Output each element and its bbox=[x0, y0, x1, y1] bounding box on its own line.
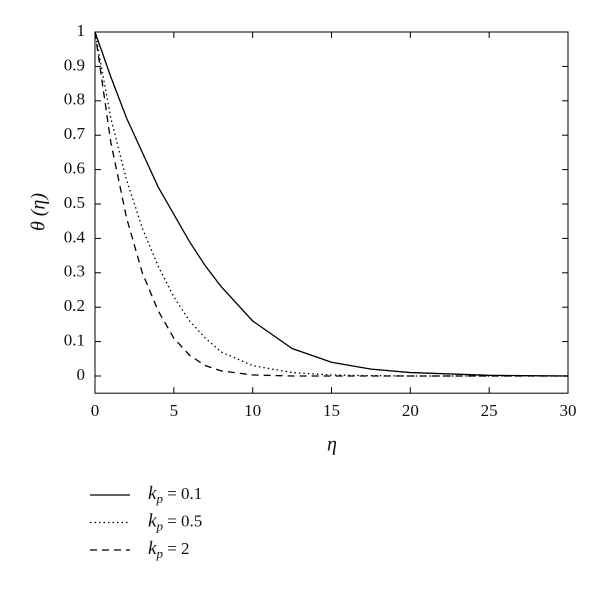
series-line bbox=[94, 31, 568, 377]
x-tick-label: 20 bbox=[402, 401, 419, 420]
legend-label: kp = 0.1 bbox=[148, 483, 202, 506]
plot-frame bbox=[94, 31, 569, 394]
legend-label: kp = 2 bbox=[148, 538, 190, 561]
x-tick-label: 0 bbox=[91, 401, 100, 420]
series-line bbox=[94, 31, 569, 377]
x-tick-label: 10 bbox=[244, 401, 261, 420]
y-tick-label: 0.5 bbox=[64, 193, 85, 212]
x-tick-label: 5 bbox=[170, 401, 179, 420]
y-tick-label: 0.4 bbox=[64, 227, 86, 246]
y-tick-label: 0.2 bbox=[64, 296, 85, 315]
y-tick-label: 0.6 bbox=[64, 159, 85, 178]
y-axis-label: θ (η) bbox=[28, 193, 50, 231]
x-axis-label: η bbox=[327, 434, 337, 456]
x-tick-label: 30 bbox=[560, 401, 577, 420]
x-tick-label: 25 bbox=[481, 401, 498, 420]
y-tick-label: 0.9 bbox=[64, 55, 85, 74]
y-tick-label: 1 bbox=[77, 21, 86, 40]
y-tick-label: 0.7 bbox=[64, 124, 86, 143]
y-tick-label: 0.8 bbox=[64, 90, 85, 109]
series-line bbox=[94, 31, 568, 377]
y-tick-label: 0.3 bbox=[64, 262, 85, 281]
y-tick-label: 0 bbox=[77, 365, 86, 384]
legend-label: kp = 0.5 bbox=[148, 511, 202, 534]
y-tick-label: 0.1 bbox=[64, 331, 85, 350]
x-tick-label: 15 bbox=[323, 401, 340, 420]
